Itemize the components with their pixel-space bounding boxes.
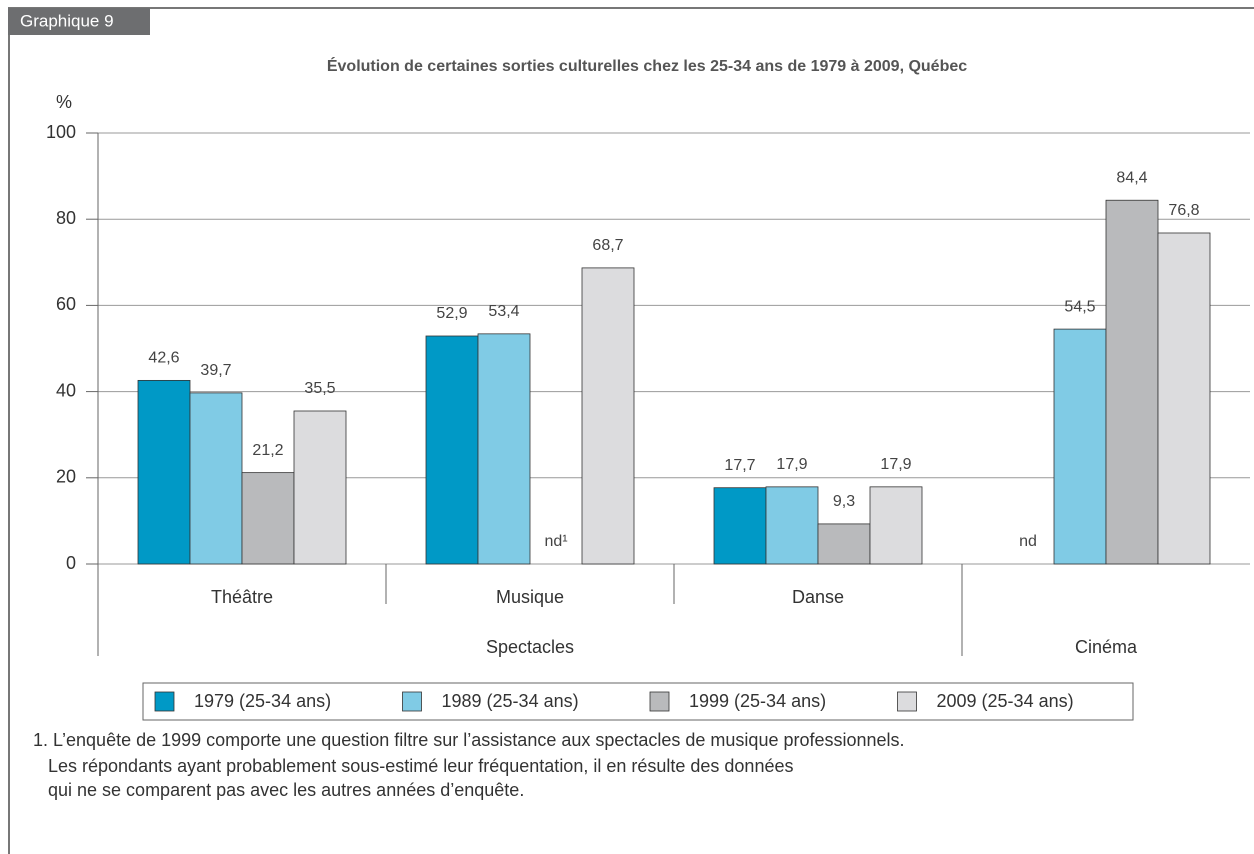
bar [189,392,243,565]
y-tick-label: 100 [46,122,76,142]
x-tick-label: Danse [792,587,844,607]
legend-swatch [649,691,670,712]
legend-swatch [402,691,422,712]
value-label: 53,4 [488,303,519,320]
value-label: 39,7 [200,362,231,379]
legend-label: 2009 (25-34 ans) [937,691,1074,711]
y-axis-label: % [56,92,72,112]
bar [1105,199,1159,565]
bar [241,472,295,565]
bar [1157,232,1211,565]
value-label: 9,3 [833,493,855,510]
value-label: 35,5 [304,380,335,397]
value-label: 52,9 [436,305,467,322]
bar [1053,328,1107,565]
value-label: nd¹ [544,533,567,550]
chart-tag: Graphique 9 [20,11,114,30]
y-tick-label: 40 [56,380,76,400]
y-tick-label: 80 [56,208,76,228]
group-label: Spectacles [486,637,574,657]
legend-label: 1999 (25-34 ans) [689,691,826,711]
legend-label: 1979 (25-34 ans) [194,691,331,711]
value-label: 76,8 [1168,202,1199,219]
bar [713,487,767,565]
value-label: 42,6 [148,350,179,367]
y-tick-label: 60 [56,294,76,314]
y-tick-label: 0 [66,553,76,573]
legend-swatch [154,691,175,712]
legend-label: 1989 (25-34 ans) [442,691,579,711]
bar [137,379,191,565]
value-label: 17,9 [880,456,911,473]
group-label: Cinéma [1075,637,1138,657]
value-label: 21,2 [252,442,283,459]
footnote: 1. L’enquête de 1999 comporte une questi… [33,730,905,750]
value-label: 17,9 [776,456,807,473]
bar [581,267,635,565]
bar [425,335,479,565]
bar [765,486,819,565]
value-label: 17,7 [724,457,755,474]
footnote: qui ne se comparent pas avec les autres … [48,780,524,800]
value-label: 54,5 [1064,298,1095,315]
tag-box [8,8,150,35]
value-label: nd [1019,533,1037,550]
x-tick-label: Théâtre [211,587,273,607]
legend-swatch [897,691,917,712]
bar [477,333,531,565]
x-tick-label: Musique [496,587,564,607]
value-label: 84,4 [1116,169,1147,186]
value-label: 68,7 [592,237,623,254]
bar [293,410,347,565]
bar [817,523,871,565]
bar [869,486,923,565]
footnote: Les répondants ayant probablement sous-e… [48,756,793,776]
y-tick-label: 20 [56,467,76,487]
chart-title: Évolution de certaines sorties culturell… [327,56,967,75]
legend-box [142,682,1134,721]
